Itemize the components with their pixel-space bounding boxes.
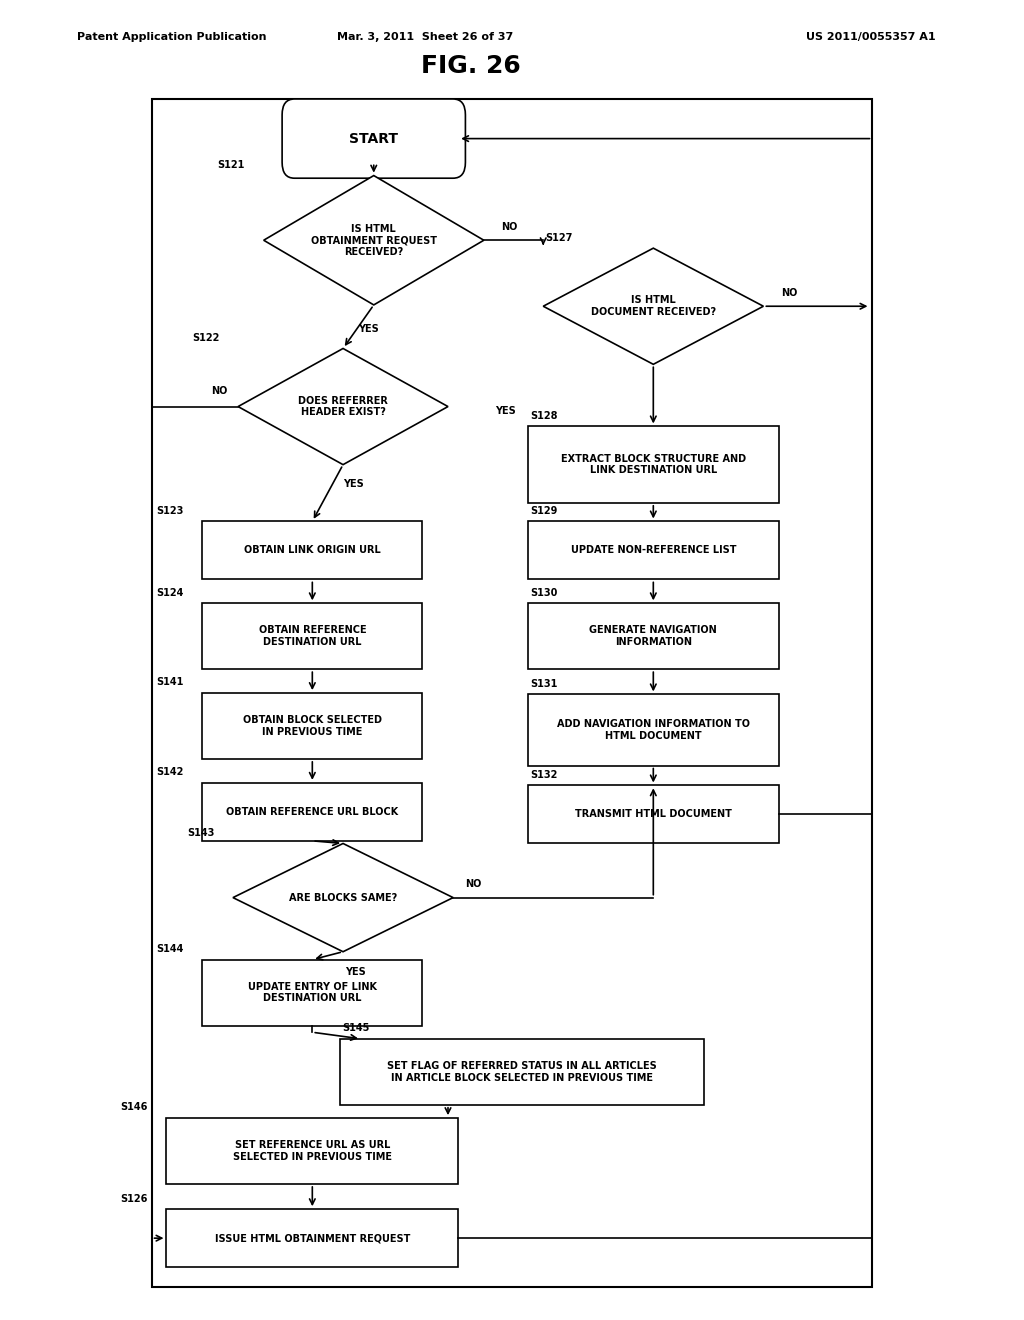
Polygon shape: [239, 348, 449, 465]
Text: UPDATE NON-REFERENCE LIST: UPDATE NON-REFERENCE LIST: [570, 545, 736, 556]
Text: S132: S132: [530, 770, 557, 780]
Polygon shape: [233, 843, 453, 952]
Text: NO: NO: [502, 222, 517, 232]
Text: EXTRACT BLOCK STRUCTURE AND
LINK DESTINATION URL: EXTRACT BLOCK STRUCTURE AND LINK DESTINA…: [561, 454, 745, 475]
Bar: [166, 1209, 459, 1267]
Bar: [528, 603, 779, 669]
Bar: [152, 99, 872, 1287]
Text: ISSUE HTML OBTAINMENT REQUEST: ISSUE HTML OBTAINMENT REQUEST: [215, 1233, 410, 1243]
Bar: [528, 521, 779, 579]
Text: IS HTML
OBTAINMENT REQUEST
RECEIVED?: IS HTML OBTAINMENT REQUEST RECEIVED?: [310, 223, 437, 257]
Text: S130: S130: [530, 587, 557, 598]
Text: GENERATE NAVIGATION
INFORMATION: GENERATE NAVIGATION INFORMATION: [590, 626, 717, 647]
Text: START: START: [349, 132, 398, 145]
Text: S126: S126: [121, 1193, 147, 1204]
Text: SET FLAG OF REFERRED STATUS IN ALL ARTICLES
IN ARTICLE BLOCK SELECTED IN PREVIOU: SET FLAG OF REFERRED STATUS IN ALL ARTIC…: [387, 1061, 657, 1082]
Text: NO: NO: [212, 385, 227, 396]
Bar: [528, 694, 779, 766]
Text: S145: S145: [342, 1023, 370, 1034]
Bar: [528, 426, 779, 503]
Text: Mar. 3, 2011  Sheet 26 of 37: Mar. 3, 2011 Sheet 26 of 37: [337, 32, 513, 42]
Text: S122: S122: [193, 333, 219, 343]
Text: S123: S123: [157, 506, 183, 516]
Text: OBTAIN BLOCK SELECTED
IN PREVIOUS TIME: OBTAIN BLOCK SELECTED IN PREVIOUS TIME: [243, 715, 382, 737]
Bar: [203, 603, 422, 669]
Text: US 2011/0055357 A1: US 2011/0055357 A1: [806, 32, 935, 42]
Text: S124: S124: [157, 587, 183, 598]
Polygon shape: [543, 248, 764, 364]
Text: NO: NO: [466, 879, 481, 890]
Bar: [528, 785, 779, 843]
Text: ADD NAVIGATION INFORMATION TO
HTML DOCUMENT: ADD NAVIGATION INFORMATION TO HTML DOCUM…: [557, 719, 750, 741]
Bar: [203, 521, 422, 579]
Bar: [203, 693, 422, 759]
Text: S131: S131: [530, 678, 557, 689]
Text: FIG. 26: FIG. 26: [421, 54, 521, 78]
Text: OBTAIN LINK ORIGIN URL: OBTAIN LINK ORIGIN URL: [244, 545, 381, 556]
Text: SET REFERENCE URL AS URL
SELECTED IN PREVIOUS TIME: SET REFERENCE URL AS URL SELECTED IN PRE…: [232, 1140, 392, 1162]
Text: Patent Application Publication: Patent Application Publication: [77, 32, 266, 42]
Text: S146: S146: [121, 1102, 147, 1113]
Text: NO: NO: [781, 288, 797, 298]
Text: UPDATE ENTRY OF LINK
DESTINATION URL: UPDATE ENTRY OF LINK DESTINATION URL: [248, 982, 377, 1003]
Text: S142: S142: [157, 767, 183, 777]
Text: S129: S129: [530, 506, 557, 516]
Text: S144: S144: [157, 944, 183, 954]
Bar: [340, 1039, 705, 1105]
Text: OBTAIN REFERENCE URL BLOCK: OBTAIN REFERENCE URL BLOCK: [226, 807, 398, 817]
Text: YES: YES: [358, 323, 379, 334]
Text: DOES REFERRER
HEADER EXIST?: DOES REFERRER HEADER EXIST?: [298, 396, 388, 417]
Text: YES: YES: [495, 405, 516, 416]
Text: S128: S128: [530, 411, 557, 421]
Text: YES: YES: [343, 479, 364, 490]
Bar: [203, 960, 422, 1026]
Bar: [203, 783, 422, 841]
Text: TRANSMIT HTML DOCUMENT: TRANSMIT HTML DOCUMENT: [574, 809, 732, 820]
Text: S143: S143: [187, 828, 214, 838]
Polygon shape: [264, 176, 483, 305]
Text: S141: S141: [157, 677, 183, 688]
Text: S121: S121: [218, 160, 245, 170]
Text: IS HTML
DOCUMENT RECEIVED?: IS HTML DOCUMENT RECEIVED?: [591, 296, 716, 317]
Text: ARE BLOCKS SAME?: ARE BLOCKS SAME?: [289, 892, 397, 903]
Bar: [166, 1118, 459, 1184]
Text: OBTAIN REFERENCE
DESTINATION URL: OBTAIN REFERENCE DESTINATION URL: [258, 626, 367, 647]
Text: YES: YES: [345, 966, 366, 977]
FancyBboxPatch shape: [282, 99, 465, 178]
Text: S127: S127: [545, 232, 572, 243]
